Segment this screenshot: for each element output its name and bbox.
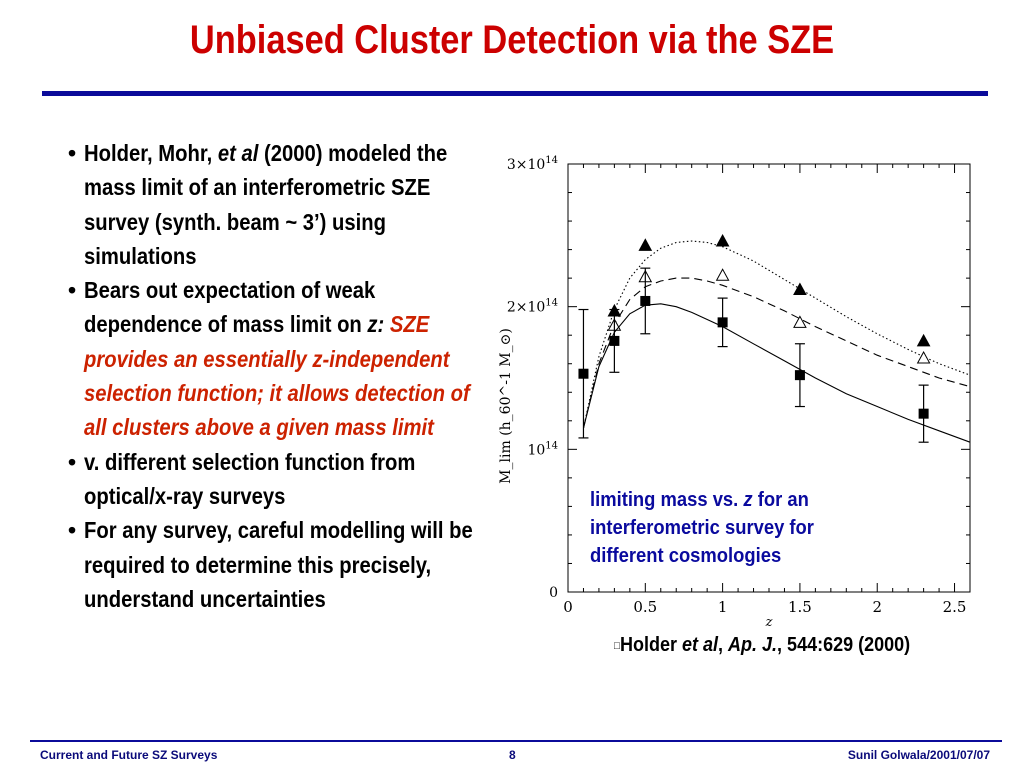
y-tick-exponent: 14 [545,298,558,309]
y-tick-label: 2×1014 [507,298,558,316]
y-tick-mantissa: 3×10 [507,157,545,173]
title-divider [42,91,988,96]
footer-page-number: 8 [509,748,516,762]
data-point-filled-triangle [793,282,807,296]
footer-left: Current and Future SZ Surveys [40,748,218,762]
y-tick-exponent: 14 [545,440,558,451]
slide-title: Unbiased Cluster Detection via the SZE [189,18,835,62]
y-tick-mantissa: 10 [527,442,545,458]
x-tick-label: 2.5 [943,598,967,616]
data-point-square [717,317,728,328]
data-point-open-triangle [793,315,807,328]
citation-glyph: □ [614,640,620,652]
x-tick-label: 0.5 [633,598,657,616]
data-point-filled-triangle [638,238,653,251]
citation: □Holder et al, Ap. J., 544:629 (2000) [614,634,911,656]
y-tick-label: 3×1014 [507,155,558,173]
y-tick-label: 0 [549,585,558,601]
chart-caption: limiting mass vs. z for an interferometr… [590,489,814,567]
bullet-list: • Holder, Mohr, et al (2000) modeled the … [62,136,473,616]
x-tick-label: 1 [718,598,728,616]
bullet-item: • v. different selection function from op… [62,445,472,514]
bullet-item: • For any survey, careful modelling will … [62,513,473,616]
data-point-square [578,368,589,379]
x-tick-label: 1.5 [788,598,812,616]
bullet-marker: • [68,277,77,304]
model-curve-dashed [582,277,971,429]
bullet-item: • Holder, Mohr, et al (2000) modeled the … [62,136,472,273]
data-point-square [918,408,929,419]
data-point-open-triangle [916,350,931,364]
data-point-filled-triangle [715,233,730,247]
x-axis-label: z [765,615,773,630]
footer-divider [30,740,1002,742]
y-tick-exponent: 14 [545,155,558,166]
x-tick-label: 0 [563,598,573,616]
data-point-open-triangle [715,268,730,281]
bullet-marker: • [68,517,77,544]
data-point-square [609,335,620,346]
model-curve-solid [582,303,971,443]
footer-right: Sunil Golwala/2001/07/07 [847,748,990,762]
data-point-filled-triangle [916,333,931,347]
x-tick-label: 2 [872,598,882,616]
y-tick-label: 1014 [527,440,558,458]
y-tick-mantissa: 2×10 [507,300,545,316]
y-axis-label: M_lim (h_60^-1 M_⊙) [498,328,514,484]
y-tick-mantissa: 0 [549,585,558,601]
bullet-marker: • [68,448,77,475]
bullet-marker: • [68,140,77,166]
bullet-item: • Bears out expectation of weak dependenc… [62,273,472,444]
data-point-square [640,295,651,306]
data-point-square [794,370,805,381]
model-curve-dotted [582,240,971,429]
